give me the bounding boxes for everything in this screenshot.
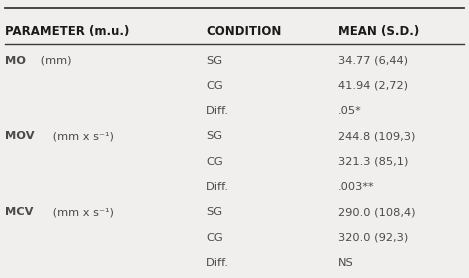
Text: CG: CG — [206, 81, 223, 91]
Text: Diff.: Diff. — [206, 258, 229, 268]
Text: 321.3 (85,1): 321.3 (85,1) — [338, 157, 408, 167]
Text: NS: NS — [338, 258, 354, 268]
Text: CG: CG — [206, 233, 223, 243]
Text: MCV: MCV — [5, 207, 33, 217]
Text: 244.8 (109,3): 244.8 (109,3) — [338, 131, 415, 142]
Text: Diff.: Diff. — [206, 182, 229, 192]
Text: 320.0 (92,3): 320.0 (92,3) — [338, 233, 408, 243]
Text: 34.77 (6,44): 34.77 (6,44) — [338, 56, 408, 66]
Text: SG: SG — [206, 56, 222, 66]
Text: CG: CG — [206, 157, 223, 167]
Text: .05*: .05* — [338, 106, 362, 116]
Text: CONDITION: CONDITION — [206, 25, 282, 38]
Text: Diff.: Diff. — [206, 106, 229, 116]
Text: PARAMETER (m.u.): PARAMETER (m.u.) — [5, 25, 129, 38]
Text: MOV: MOV — [5, 131, 34, 142]
Text: MO: MO — [5, 56, 26, 66]
Text: MEAN (S.D.): MEAN (S.D.) — [338, 25, 419, 38]
Text: SG: SG — [206, 131, 222, 142]
Text: (mm x s⁻¹): (mm x s⁻¹) — [49, 207, 114, 217]
Text: 290.0 (108,4): 290.0 (108,4) — [338, 207, 415, 217]
Text: 41.94 (2,72): 41.94 (2,72) — [338, 81, 408, 91]
Text: (mm x s⁻¹): (mm x s⁻¹) — [49, 131, 114, 142]
Text: .003**: .003** — [338, 182, 374, 192]
Text: SG: SG — [206, 207, 222, 217]
Text: (mm): (mm) — [37, 56, 71, 66]
